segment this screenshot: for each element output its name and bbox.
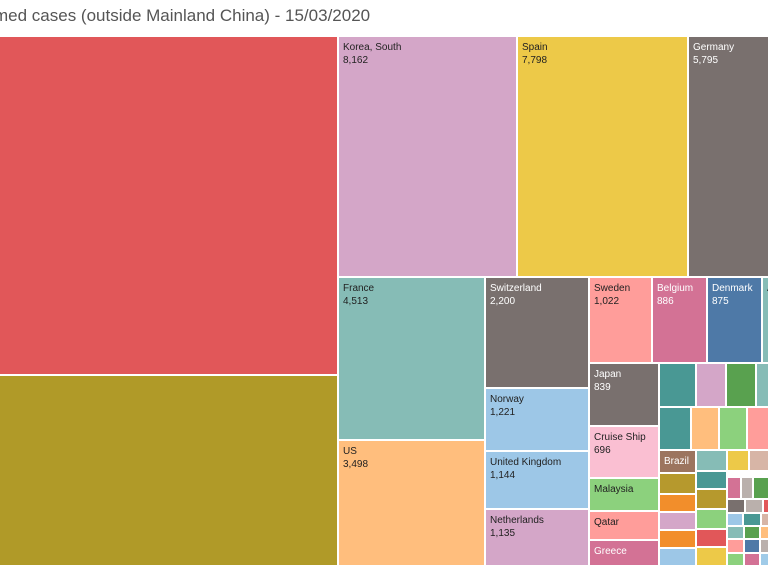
- tile-label: Norway: [490, 394, 524, 405]
- tile-label: France: [343, 283, 375, 294]
- tile-small[interactable]: [744, 526, 760, 539]
- tile-small[interactable]: [749, 450, 768, 471]
- tile-value: 4,513: [343, 296, 369, 307]
- tile-belgium[interactable]: Belgium 886: [652, 277, 707, 363]
- tile-label: Brazil: [664, 456, 690, 467]
- tile-value: 886: [657, 296, 674, 307]
- tile-netherlands[interactable]: Netherlands 1,135: [485, 509, 589, 566]
- tile-brazil[interactable]: Brazil: [659, 450, 696, 473]
- tile-small[interactable]: [696, 547, 727, 566]
- tile-japan[interactable]: Japan 839: [589, 363, 659, 426]
- tile-small[interactable]: [691, 407, 719, 450]
- tile-label: Spain: [522, 42, 548, 53]
- tile-label: Denmark: [712, 283, 753, 294]
- tile-malaysia[interactable]: Malaysia: [589, 478, 659, 511]
- tile-greece[interactable]: Greece: [589, 540, 659, 566]
- tile-label: Sweden: [594, 283, 631, 294]
- tile-small[interactable]: [696, 363, 726, 407]
- tile-small[interactable]: [696, 489, 727, 509]
- tile-small[interactable]: [760, 553, 768, 566]
- tile-united-kingdom[interactable]: United Kingdom 1,144: [485, 451, 589, 509]
- tile-value: 1,135: [490, 528, 516, 539]
- tile-value: 696: [594, 445, 611, 456]
- tile-value: 1,144: [490, 470, 516, 481]
- tile-label: Malaysia: [594, 484, 634, 495]
- chart-title: med cases (outside Mainland China) - 15/…: [0, 6, 371, 25]
- tile-label: United Kingdom: [490, 457, 562, 468]
- tile-value: 3,498: [343, 459, 369, 470]
- tile-value: 875: [712, 296, 729, 307]
- tile-small[interactable]: [744, 539, 760, 553]
- tile-us[interactable]: US 3,498: [338, 440, 485, 566]
- tile-value: 2,200: [490, 296, 516, 307]
- tile-qatar[interactable]: Qatar: [589, 511, 659, 540]
- tile-small[interactable]: [760, 526, 768, 539]
- tile-value: 839: [594, 382, 611, 393]
- tile-small[interactable]: [747, 407, 768, 450]
- tile-small[interactable]: [745, 499, 763, 513]
- tile-denmark[interactable]: Denmark 875: [707, 277, 762, 363]
- tile-label: Germany: [693, 42, 735, 53]
- tile-label: Japan: [594, 369, 622, 380]
- tile-label: Korea, South: [343, 42, 402, 53]
- tile-small[interactable]: [743, 513, 761, 526]
- tile-label: Qatar: [594, 517, 620, 528]
- tile-value: 8,162: [343, 55, 369, 66]
- tile-small[interactable]: [659, 512, 696, 530]
- tile-small[interactable]: [741, 477, 753, 499]
- tile-cruise-ship[interactable]: Cruise Ship 696: [589, 426, 659, 478]
- tile-small[interactable]: [696, 471, 727, 489]
- tile-switzerland[interactable]: Switzerland 2,200: [485, 277, 589, 388]
- tile-small[interactable]: [659, 363, 696, 407]
- tile-value: 1,221: [490, 407, 516, 418]
- tile-small[interactable]: [659, 548, 696, 566]
- tile-small[interactable]: [727, 513, 743, 526]
- tile-small[interactable]: [727, 499, 745, 513]
- tile-label: US: [343, 446, 357, 457]
- tile-small[interactable]: [760, 539, 768, 553]
- tile-small[interactable]: [761, 513, 768, 526]
- tile-small[interactable]: [727, 526, 744, 539]
- tile-norway[interactable]: Norway 1,221: [485, 388, 589, 451]
- tile-label: Netherlands: [490, 515, 544, 526]
- tile-small[interactable]: [727, 450, 749, 471]
- tile-small[interactable]: [719, 407, 747, 450]
- tile-unlabeled-1[interactable]: [0, 375, 338, 566]
- tile-small[interactable]: [727, 553, 744, 566]
- tile-small[interactable]: [756, 363, 768, 407]
- tile-small[interactable]: [659, 494, 696, 512]
- tile-small[interactable]: [763, 499, 768, 513]
- tile-small[interactable]: [696, 509, 727, 529]
- tile-label: Greece: [594, 546, 627, 557]
- tile-value: 1,022: [594, 296, 620, 307]
- tile-value: 5,795: [693, 55, 719, 66]
- tile-unlabeled-0[interactable]: [0, 36, 338, 375]
- tile-label: Belgium: [657, 283, 694, 294]
- tile-korea-south[interactable]: Korea, South 8,162: [338, 36, 517, 277]
- tile-spain[interactable]: Spain 7,798: [517, 36, 688, 277]
- tile-germany[interactable]: Germany 5,795: [688, 36, 768, 277]
- tile-small[interactable]: [727, 477, 741, 499]
- tile-small[interactable]: [753, 477, 768, 499]
- tile-france[interactable]: France 4,513: [338, 277, 485, 440]
- tile-small[interactable]: [744, 553, 760, 566]
- tile-small[interactable]: [696, 450, 727, 471]
- tile-small[interactable]: [696, 529, 727, 547]
- tile-small[interactable]: [659, 407, 691, 450]
- tile-label: Switzerland: [490, 283, 542, 294]
- tile-label: Cruise Ship: [594, 432, 646, 443]
- tile-value: 7,798: [522, 55, 548, 66]
- tile-small[interactable]: [659, 473, 696, 494]
- tile-small[interactable]: [727, 539, 744, 553]
- tile-small[interactable]: [726, 363, 756, 407]
- tile-small[interactable]: [659, 530, 696, 548]
- tile-a[interactable]: A: [762, 277, 768, 363]
- tile-sweden[interactable]: Sweden 1,022: [589, 277, 652, 363]
